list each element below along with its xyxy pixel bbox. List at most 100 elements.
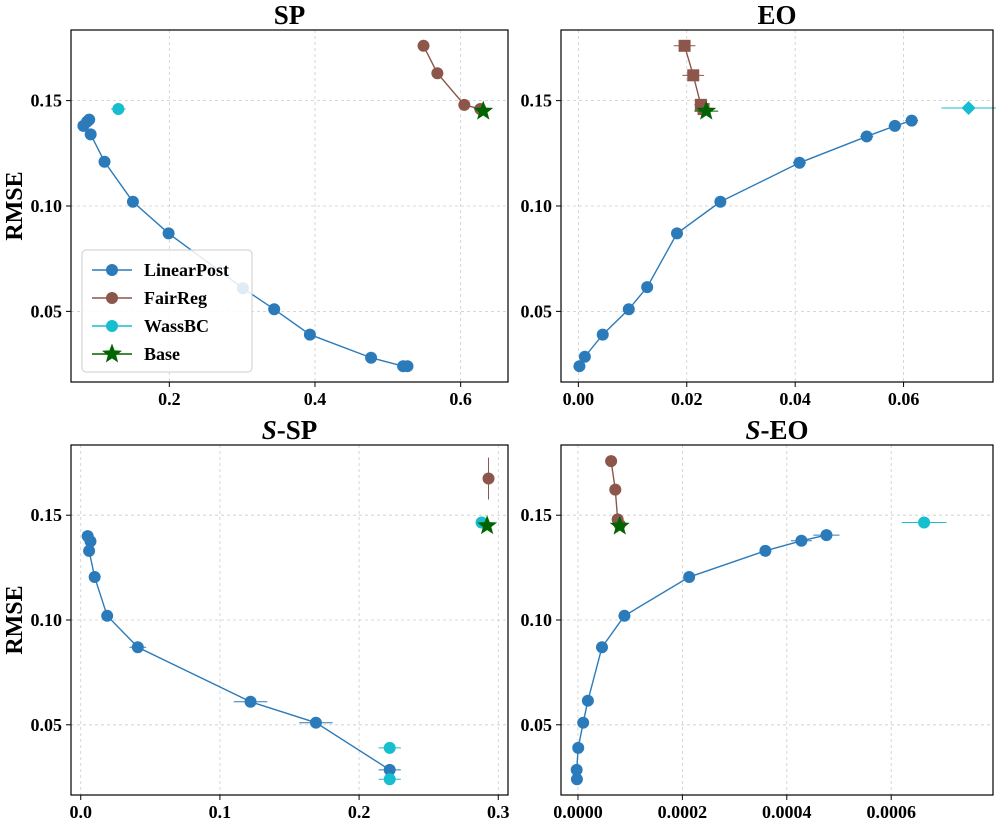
linearpost-point [570, 773, 583, 786]
panel-title: EO [757, 0, 796, 30]
linearpost-point [618, 609, 631, 622]
wassbc-point [383, 773, 396, 786]
panel-title: S-SP [262, 415, 318, 445]
x-tick-label: 0.1 [209, 802, 232, 820]
y-tick-label: 0.10 [31, 196, 63, 216]
linearpost-point [714, 195, 727, 208]
x-tick-label: 0.0006 [866, 802, 916, 820]
x-tick-label: 0.2 [158, 389, 181, 409]
panel-s-eo: 0.0000 0.0002 0.0004 0.0006 0.05 0.10 0.15 S-EO [521, 415, 994, 820]
legend-label-fairreg: FairReg [144, 288, 207, 308]
fairreg-point [417, 39, 430, 52]
x-tick-label: 0.4 [304, 389, 327, 409]
legend-label-linearpost: LinearPost [144, 260, 229, 280]
linearpost-point [795, 534, 808, 547]
wassbc-point [112, 103, 125, 116]
linearpost-point [572, 741, 585, 754]
linearpost-point [83, 544, 96, 557]
base-point [473, 100, 494, 120]
panel-title: SP [274, 0, 306, 30]
linearpost-point [84, 128, 97, 141]
wassbc-point [383, 741, 396, 754]
fairreg-point [678, 39, 691, 52]
x-tick-label: 0.2 [348, 802, 371, 820]
x-tick-label: 0.0000 [553, 802, 603, 820]
legend: LinearPost FairReg WassBC Base [81, 249, 253, 373]
linearpost-point [570, 763, 583, 776]
y-tick-label: 0.05 [31, 715, 63, 735]
y-tick-label: 0.05 [31, 301, 63, 321]
fairreg-point [458, 98, 471, 111]
fairreg-series-line [422, 45, 481, 110]
panel-title-italic: S [262, 415, 277, 445]
y-tick-label: 0.05 [521, 715, 553, 735]
linearpost-point [596, 328, 609, 341]
panel-title-text: EO [757, 0, 796, 30]
panel-title-text: SP [274, 0, 306, 30]
wassbc-point [961, 100, 976, 115]
panel-title: S-EO [745, 415, 808, 445]
linearpost-point [573, 360, 586, 373]
x-tick-label: 0.04 [779, 389, 811, 409]
linearpost-point [365, 351, 378, 364]
legend-marker-base [102, 343, 122, 363]
y-tick-label: 0.10 [521, 610, 553, 630]
linearpost-point [820, 529, 833, 542]
y-tick-label: 0.15 [521, 505, 553, 525]
x-tick-label: 0.06 [888, 389, 920, 409]
base-point [696, 100, 717, 120]
x-tick-label: 0.02 [671, 389, 703, 409]
x-tick-label: 0.0 [69, 802, 92, 820]
linearpost-point [88, 571, 101, 584]
fairreg-point [482, 472, 495, 485]
panel-title-italic: S [745, 415, 760, 445]
linearpost-point [888, 119, 901, 132]
panel-title-text: -SP [277, 415, 318, 445]
linearpost-point [126, 195, 139, 208]
panel-title-text: -EO [761, 415, 809, 445]
linearpost-point [244, 695, 257, 708]
linearpost-series-line [575, 534, 827, 780]
linearpost-point [905, 114, 918, 127]
linearpost-point [303, 328, 316, 341]
panel-eo: 0.00 0.02 0.04 0.06 0.05 0.10 0.15 EO [521, 0, 996, 409]
linearpost-point [84, 535, 97, 548]
linearpost-point [98, 155, 111, 168]
x-tick-label: 0.6 [449, 389, 472, 409]
linearpost-point [581, 694, 594, 707]
fairreg-point [687, 69, 700, 82]
linearpost-point [577, 716, 590, 729]
legend-marker-linearpost [106, 264, 118, 276]
base-point [609, 515, 630, 535]
y-tick-label: 0.10 [31, 610, 63, 630]
linearpost-point [641, 281, 654, 294]
linearpost-point [860, 130, 873, 143]
linearpost-point [383, 763, 396, 776]
legend-marker-wassbc [106, 320, 118, 332]
y-tick-label: 0.15 [521, 91, 553, 111]
fairreg-point [431, 67, 444, 80]
panel-s-sp: 0.0 0.1 0.2 0.3 0.05 0.10 0.15 S-SP RMSE [2, 415, 510, 820]
legend-marker-fairreg [106, 292, 118, 304]
fairreg-point [609, 483, 622, 496]
linearpost-series-line [87, 535, 391, 771]
linearpost-point [793, 156, 806, 169]
y-tick-label: 0.10 [521, 196, 553, 216]
legend-box [81, 249, 253, 373]
y-axis-label: RMSE [2, 585, 28, 654]
linearpost-point [77, 119, 90, 132]
linearpost-point [101, 609, 114, 622]
y-tick-label: 0.15 [31, 91, 63, 111]
linearpost-point [578, 350, 591, 363]
linearpost-point [622, 303, 635, 316]
x-tick-label: 0.3 [487, 802, 510, 820]
linearpost-series-line [578, 119, 912, 367]
fairreg-point [605, 455, 618, 468]
linearpost-point [401, 360, 414, 373]
linearpost-point [131, 641, 144, 654]
linearpost-point [268, 303, 281, 316]
y-tick-label: 0.15 [31, 505, 63, 525]
x-tick-label: 0.0004 [762, 802, 812, 820]
legend-label-base: Base [144, 344, 180, 364]
